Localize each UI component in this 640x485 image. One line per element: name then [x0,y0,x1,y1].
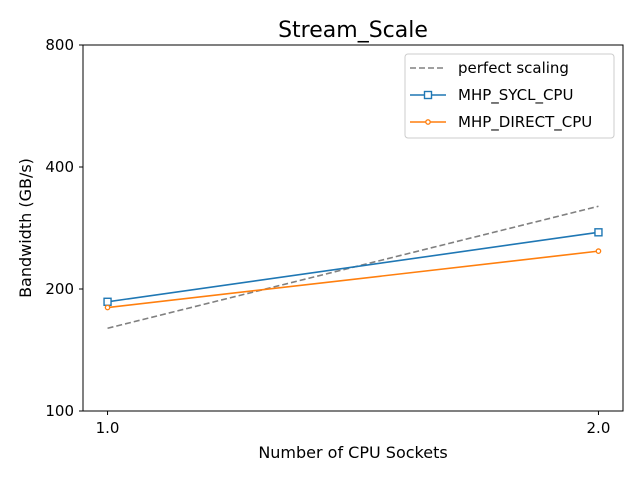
data-point-mhp-sycl-cpu [594,228,603,237]
series-layer [103,205,603,330]
y-axis-label: Bandwidth (GB/s) [16,158,35,298]
series-line-mhp-sycl-cpu [107,231,599,303]
legend-marker-mhp-sycl-cpu [423,90,433,100]
plot-frame [82,44,624,412]
data-point-mhp-direct-cpu [595,248,602,254]
x-tick-label: 1.0 [96,419,120,437]
legend-label-mhp-direct-cpu: MHP_DIRECT_CPU [458,113,592,132]
x-tick-label: 2.0 [587,419,611,437]
chart-title: Stream_Scale [278,18,428,43]
data-point-mhp-direct-cpu [104,304,111,311]
x-axis-label: Number of CPU Sockets [258,443,447,462]
legend: perfect scaling MHP_SYCL_CPU MHP_DIRECT_CP… [404,53,615,139]
legend-label-mhp-sycl-cpu: MHP_SYCL_CPU [458,86,573,105]
legend-marker-mhp-direct-cpu [425,119,431,125]
data-point-mhp-sycl-cpu [103,297,112,306]
series-line-mhp-direct-cpu [107,250,599,309]
y-tick-label: 100 [45,402,74,420]
ticks-layer: 1.0 2.0 100 200 400 800 [45,36,610,437]
y-tick-label: 200 [45,280,74,298]
y-tick-label: 400 [45,158,74,176]
legend-box [404,53,615,139]
legend-label-perfect-scaling: perfect scaling [458,59,569,77]
y-tick-label: 800 [45,36,74,54]
legend-entries: perfect scaling MHP_SYCL_CPU MHP_DIRECT_CP… [410,59,592,132]
